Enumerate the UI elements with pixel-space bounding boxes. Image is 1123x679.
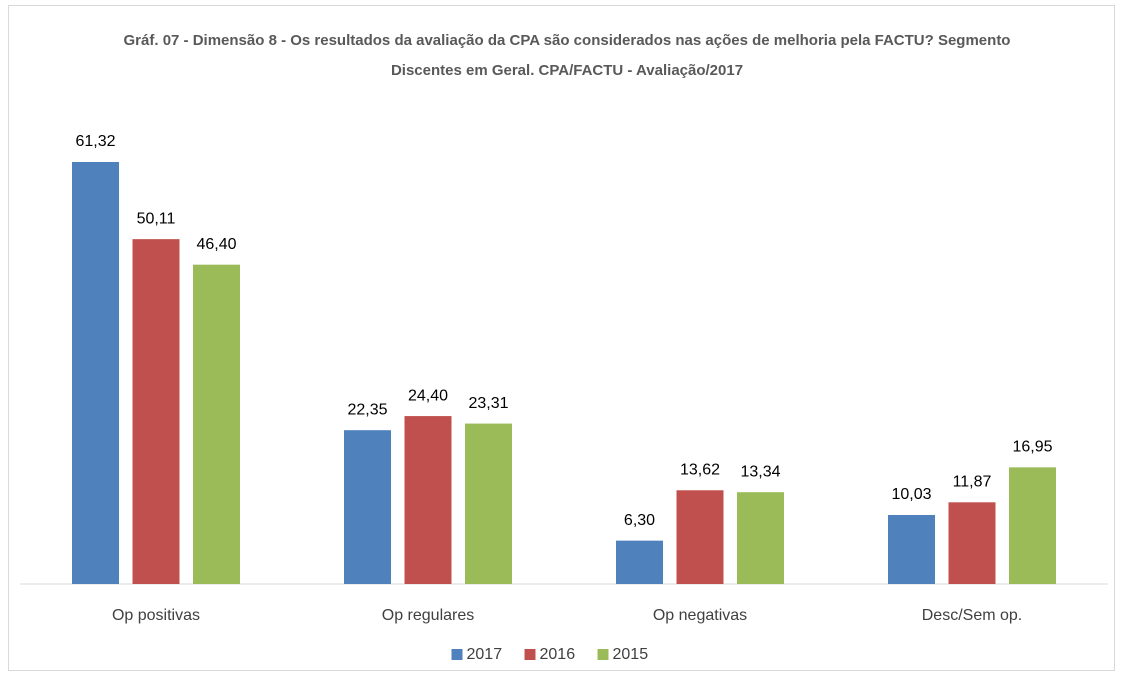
data-label: 46,40 (196, 236, 236, 253)
chart-frame (8, 5, 1115, 671)
legend-swatch (524, 649, 536, 660)
bar (616, 540, 663, 584)
x-tick-label: Op negativas (653, 607, 747, 624)
bar (132, 239, 180, 585)
data-label: 10,03 (891, 486, 931, 503)
data-label: 13,62 (680, 461, 720, 478)
legend-label: 2016 (540, 646, 576, 663)
data-label: 22,35 (347, 401, 387, 418)
data-label: 6,30 (624, 512, 655, 529)
legend-label: 2017 (467, 646, 503, 663)
chart-title: Gráf. 07 - Dimensão 8 - Os resultados da… (123, 32, 1011, 79)
bar (465, 423, 512, 584)
bar (737, 492, 784, 584)
data-label: 61,32 (75, 133, 115, 150)
x-tick-label: Desc/Sem op. (922, 607, 1022, 624)
bar (948, 502, 996, 584)
legend-label: 2015 (613, 646, 649, 663)
legend-swatch (451, 649, 463, 660)
data-label: 13,34 (740, 463, 780, 480)
data-label: 23,31 (468, 395, 508, 412)
data-label: 11,87 (953, 474, 992, 491)
legend-swatch (597, 649, 609, 660)
bar (888, 514, 935, 584)
bar (676, 490, 724, 584)
bar (404, 416, 452, 584)
bar (72, 162, 119, 584)
x-tick-label: Op regulares (382, 607, 475, 624)
bar (344, 430, 391, 584)
bar (1009, 467, 1056, 584)
data-label: 16,95 (1012, 439, 1052, 456)
data-label: 50,11 (137, 210, 176, 227)
x-tick-label: Op positivas (112, 607, 200, 624)
data-label: 24,40 (408, 387, 448, 404)
bar (193, 264, 240, 584)
